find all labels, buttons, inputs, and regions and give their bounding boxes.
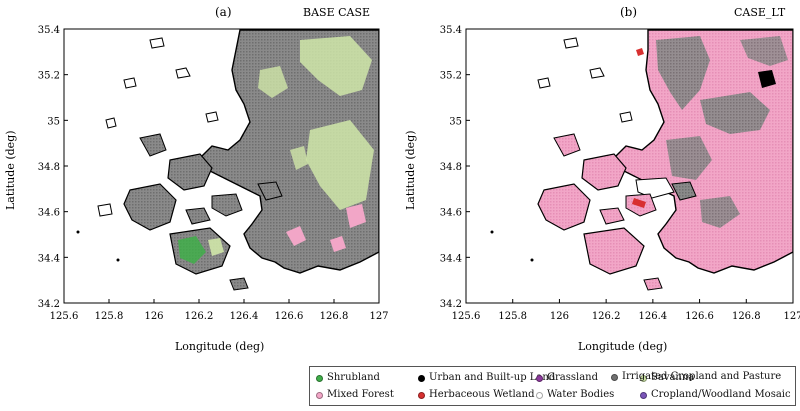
- legend-label: Mixed Forest: [327, 389, 394, 400]
- panel-a-label: (a): [215, 5, 232, 19]
- x-tick-label: 126: [550, 311, 569, 322]
- x-tick-label: 126.2: [592, 311, 621, 322]
- y-tick-label: 34.4: [38, 253, 60, 264]
- legend-swatch: [418, 374, 425, 382]
- y-tick-label: 35.2: [440, 71, 462, 82]
- legend-label: Water Bodies: [547, 389, 615, 400]
- y-tick-label: 34.8: [38, 162, 60, 173]
- legend-swatch: [536, 374, 543, 382]
- panel-b: (b) CASE_LT: [404, 5, 800, 353]
- legend-label: Grassland: [547, 372, 598, 383]
- y-tick-label: 35.2: [38, 71, 60, 82]
- x-tick-label: 125.6: [50, 311, 79, 322]
- legend-swatch: [640, 391, 647, 399]
- x-tick-label: 125.8: [498, 311, 527, 322]
- legend-label: Cropland/Woodland Mosaic: [651, 389, 791, 400]
- x-tick-label: 126: [144, 311, 163, 322]
- y-tick-label: 34.4: [440, 253, 462, 264]
- legend-label: Shrubland: [327, 372, 380, 383]
- panel-b-label: (b): [620, 5, 637, 19]
- legend-item-savanna: Savanna: [640, 372, 694, 384]
- x-tick-label: 127: [783, 311, 800, 322]
- x-tick-label: 127: [369, 311, 388, 322]
- panel-b-ylabel: Latitude (deg): [404, 130, 417, 210]
- legend-swatch: [536, 391, 543, 399]
- panel-a-xlabel: Longitude (deg): [175, 340, 264, 353]
- panel-a-ylabel: Latitude (deg): [4, 130, 17, 210]
- legend-swatch: [316, 374, 323, 382]
- legend-label: Herbaceous Wetland: [429, 389, 535, 400]
- legend-item-herbaceous-wetland: Herbaceous Wetland: [418, 389, 534, 401]
- x-tick-label: 126.2: [185, 311, 214, 322]
- legend-item-water-bodies: Water Bodies: [536, 389, 614, 401]
- panel-a: (a) BASE CASE: [4, 5, 389, 353]
- panel-b-map: [490, 29, 793, 291]
- legend-item-cropland-woodland: Cropland/Woodland Mosaic: [640, 389, 791, 401]
- legend-item-shrubland: Shrubland: [316, 372, 380, 384]
- legend-label: Irrigated Cropland and Pasture: [622, 371, 782, 382]
- panel-b-axes: 125.6 125.8 126 126.2 126.4 126.6 126.8 127 35.4…: [440, 25, 800, 322]
- y-tick-label: 34.8: [440, 162, 462, 173]
- panel-a-map: [76, 29, 379, 291]
- x-tick-label: 125.8: [95, 311, 124, 322]
- legend-item-urban: Urban and Built-up Land: [418, 372, 555, 384]
- x-tick-label: 126.4: [639, 311, 668, 322]
- y-tick-label: 35.4: [440, 25, 462, 36]
- legend-swatch: [418, 391, 425, 399]
- x-tick-label: 126.6: [685, 311, 714, 322]
- panel-a-axes: 125.6 125.8 126 126.2 126.4 126.6 126.8 127 35.4…: [38, 25, 389, 322]
- x-tick-label: 126.6: [275, 311, 304, 322]
- legend-item-mixed-forest: Mixed Forest: [316, 389, 394, 401]
- x-tick-label: 126.8: [732, 311, 761, 322]
- legend-item-irrigated-cropland: Irrigated Cropland and Pasture: [611, 371, 781, 383]
- legend-swatch: [640, 374, 647, 382]
- y-tick-label: 34.2: [440, 299, 462, 310]
- legend-label: Urban and Built-up Land: [429, 372, 556, 383]
- y-tick-label: 34.6: [38, 208, 60, 219]
- x-tick-label: 126.8: [320, 311, 349, 322]
- legend-item-grassland: Grassland: [536, 372, 598, 384]
- legend-swatch: [316, 391, 323, 399]
- legend: Shrubland Urban and Built-up Land Grassl…: [309, 366, 796, 406]
- x-tick-label: 126.4: [230, 311, 259, 322]
- panel-b-xlabel: Longitude (deg): [578, 340, 667, 353]
- y-tick-label: 35: [449, 116, 462, 127]
- y-tick-label: 34.2: [38, 299, 60, 310]
- legend-swatch: [611, 373, 618, 381]
- y-tick-label: 35.4: [38, 25, 60, 36]
- panel-a-title: BASE CASE: [303, 6, 370, 19]
- legend-label: Savanna: [651, 372, 695, 383]
- x-tick-label: 125.6: [452, 311, 481, 322]
- y-tick-label: 34.6: [440, 208, 462, 219]
- panel-b-title: CASE_LT: [734, 6, 786, 19]
- y-tick-label: 35: [47, 116, 60, 127]
